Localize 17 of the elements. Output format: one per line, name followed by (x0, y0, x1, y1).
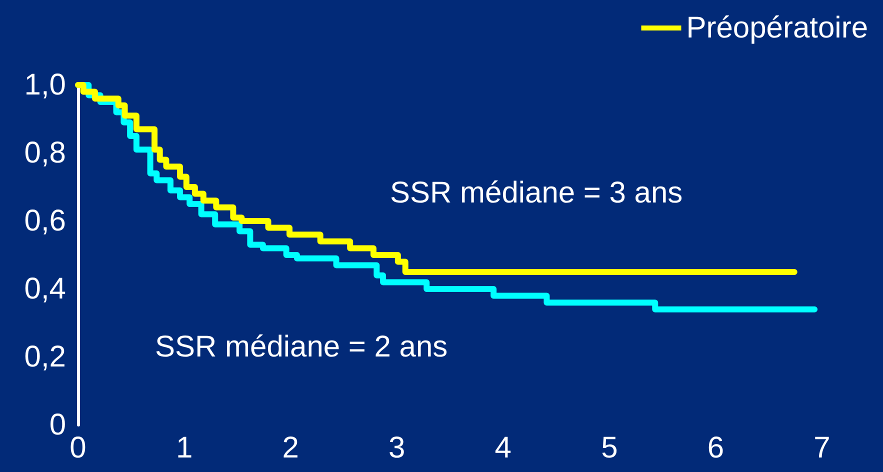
y-tick-label: 0,2 (24, 340, 66, 374)
legend-label: Préopératoire (686, 12, 868, 44)
x-tick-label: 2 (282, 432, 299, 464)
y-tick-label: 0,4 (24, 272, 66, 306)
annotation: SSR médiane = 2 ans (155, 330, 448, 364)
y-tick-label: 0,8 (24, 136, 66, 170)
x-tick-label: 4 (494, 432, 512, 464)
x-tick-label: 6 (707, 432, 724, 464)
y-tick-label: 0 (49, 408, 66, 442)
x-tick-label: 3 (388, 432, 406, 464)
x-tick-label: 1 (176, 432, 193, 464)
x-tick-label: 7 (814, 432, 830, 464)
x-tick-label: 5 (601, 432, 618, 464)
annotation: SSR médiane = 3 ans (390, 176, 683, 210)
y-tick-label: 0,6 (24, 204, 66, 238)
y-tick-label: 1,0 (24, 68, 66, 102)
x-tick-label: 0 (70, 432, 86, 464)
